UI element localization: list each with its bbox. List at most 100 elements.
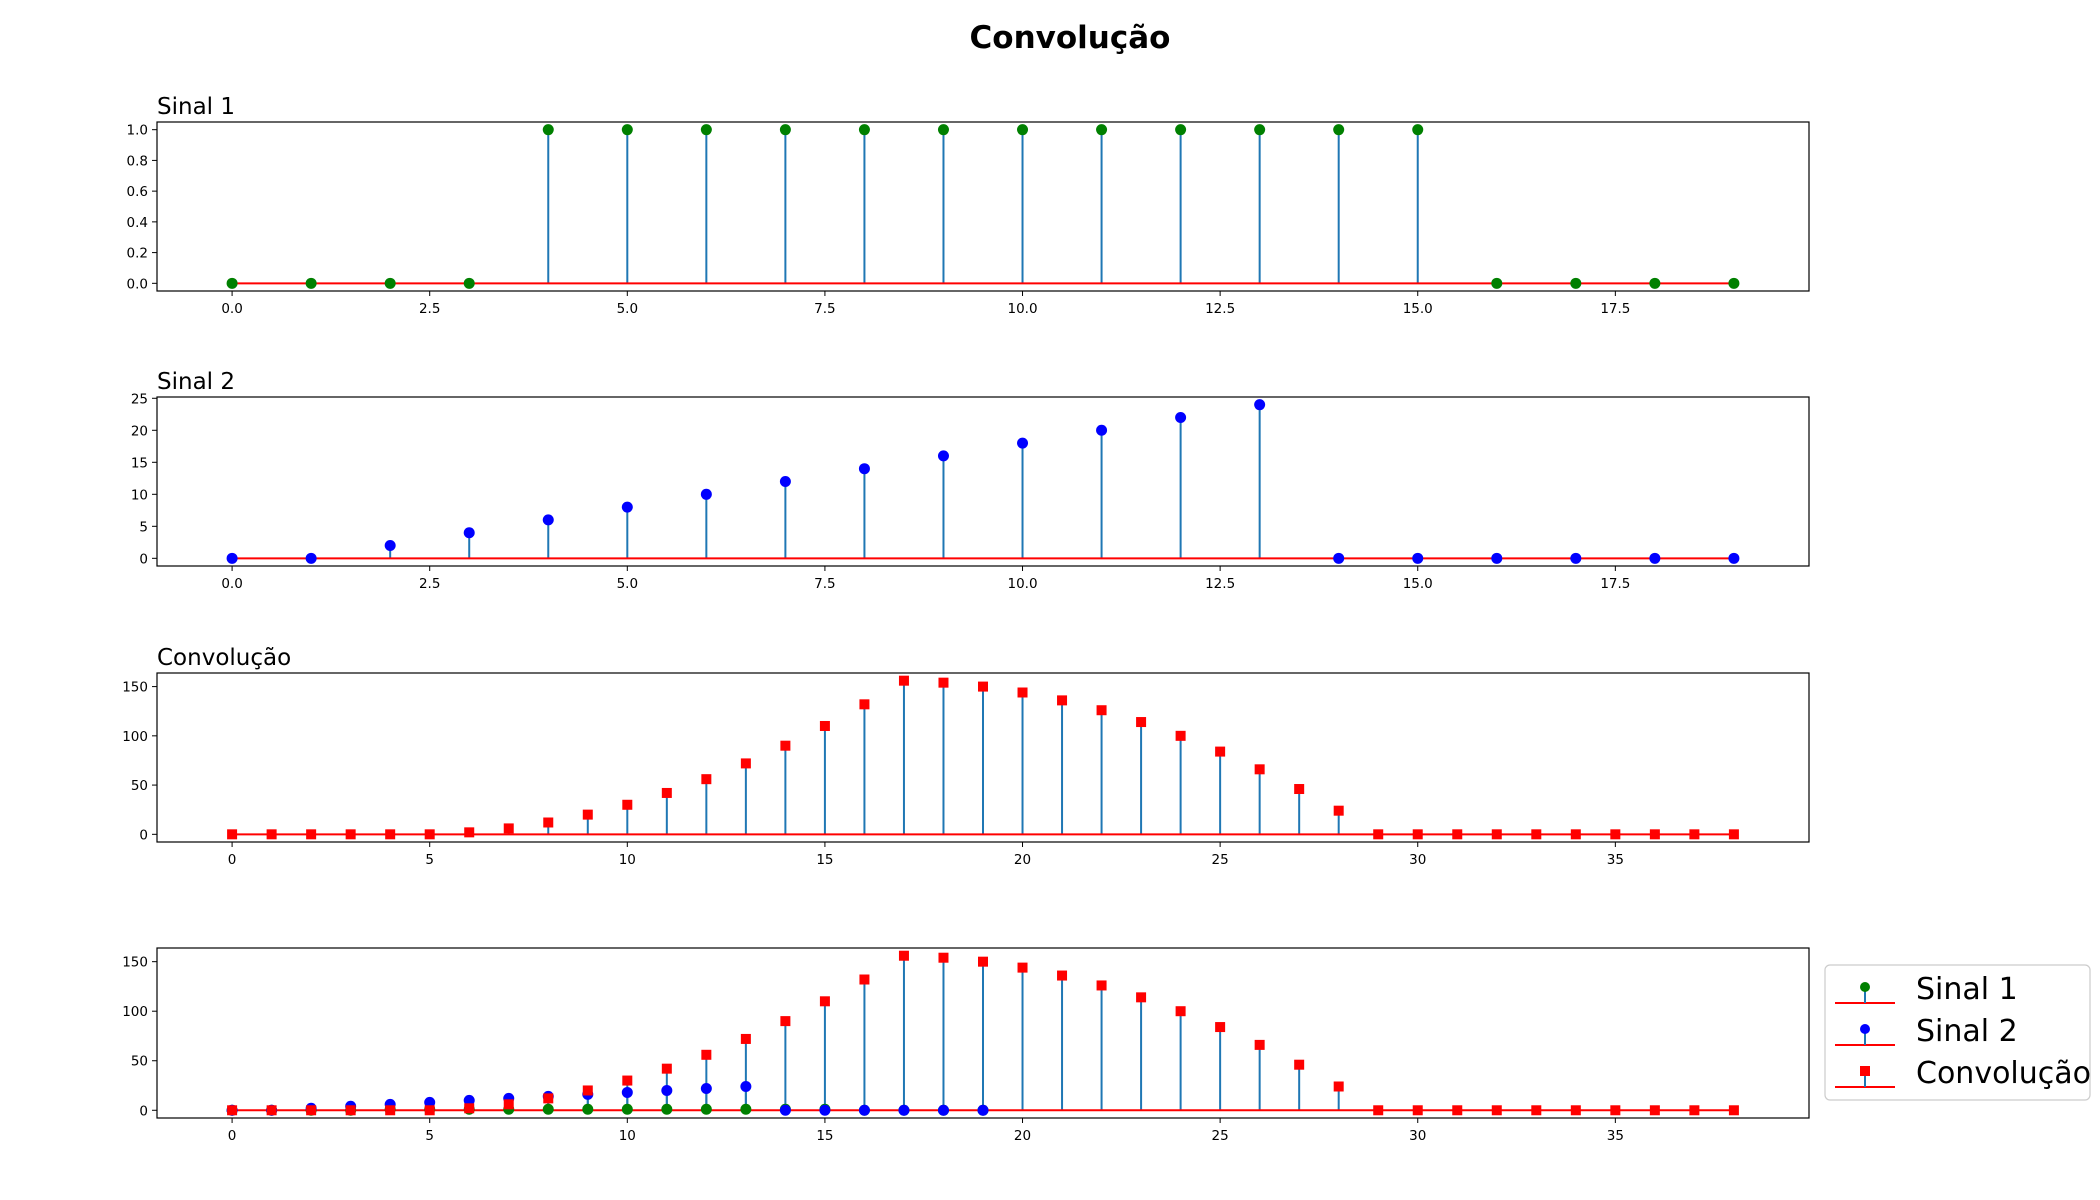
data-point <box>621 1103 633 1115</box>
legend-entry-3: Convolução <box>1835 1056 2091 1091</box>
data-point <box>1333 124 1345 136</box>
data-point <box>977 1104 989 1116</box>
series-2 <box>310 1086 747 1111</box>
data-point <box>266 829 277 840</box>
x-tick-label: 17.5 <box>1600 576 1630 592</box>
data-point <box>819 1104 831 1116</box>
data-point <box>1215 746 1226 757</box>
y-tick-label: 20 <box>131 423 148 439</box>
data-point <box>1175 730 1186 741</box>
x-tick-label: 0 <box>228 852 237 868</box>
data-point <box>937 124 949 136</box>
data-point <box>542 514 554 526</box>
data-point <box>938 677 949 688</box>
data-point <box>661 787 672 798</box>
data-point <box>1412 829 1423 840</box>
data-point <box>858 463 870 475</box>
legend-label: Sinal 2 <box>1916 1014 2018 1049</box>
axes-frame <box>156 672 1810 843</box>
x-tick-label: 7.5 <box>814 301 835 317</box>
x-tick-label: 15 <box>816 1128 833 1144</box>
subplot-4: 0 5 10 15 20 25 30 35 0 50 100 150 <box>122 947 1810 1144</box>
x-tick-label: 5.0 <box>617 301 638 317</box>
data-point <box>385 829 396 840</box>
data-point <box>503 823 514 834</box>
x-tick-label: 25 <box>1212 1128 1229 1144</box>
data-point <box>779 124 791 136</box>
x-tick-label: 0.0 <box>221 301 242 317</box>
data-point <box>621 1086 633 1098</box>
data-point <box>858 124 870 136</box>
data-point <box>740 1080 752 1092</box>
data-point <box>1531 829 1542 840</box>
x-tick-label: 25 <box>1212 852 1229 868</box>
data-point <box>1294 784 1305 795</box>
x-tick-label: 0 <box>228 1128 237 1144</box>
series-1 <box>468 680 1340 835</box>
data-point <box>1570 829 1581 840</box>
legend-entry-1: Sinal 1 <box>1835 972 2018 1007</box>
data-point <box>1412 124 1424 136</box>
data-point <box>859 974 870 985</box>
data-point <box>542 1103 554 1115</box>
legend: Sinal 1 Sinal 2 Convolução <box>1824 964 2091 1101</box>
data-point <box>700 488 712 500</box>
data-point <box>1254 124 1266 136</box>
data-point <box>463 527 475 539</box>
y-tick-label: 0 <box>139 1103 148 1119</box>
axes-frame <box>156 121 1810 292</box>
data-point <box>1570 277 1582 289</box>
x-tick-label: 5 <box>425 1128 434 1144</box>
data-point <box>345 1105 356 1116</box>
y-tick-label: 5 <box>139 519 148 535</box>
data-point <box>1215 1022 1226 1033</box>
data-point <box>1689 829 1700 840</box>
data-point <box>978 956 988 967</box>
data-point <box>1175 1006 1186 1017</box>
x-tick-label: 30 <box>1409 852 1426 868</box>
y-tick-label: 100 <box>122 1004 148 1020</box>
data-point <box>700 1082 712 1094</box>
data-point <box>1017 124 1029 136</box>
x-tick-label: 0.0 <box>221 576 242 592</box>
data-point <box>464 827 475 838</box>
data-point <box>1017 962 1028 973</box>
data-point <box>740 758 751 769</box>
data-point <box>1057 970 1068 981</box>
data-point <box>1491 277 1503 289</box>
x-tick-label: 35 <box>1607 1128 1624 1144</box>
legend-label: Convolução <box>1916 1056 2091 1091</box>
data-point <box>898 950 909 961</box>
data-point <box>424 1096 436 1108</box>
data-point <box>1333 552 1345 564</box>
data-point <box>780 1016 791 1027</box>
data-point <box>1649 277 1661 289</box>
subplot-title: Sinal 1 <box>157 94 235 120</box>
data-point <box>385 1105 396 1116</box>
y-tick-label: 15 <box>131 455 148 471</box>
subplots: Sinal 1 0.0 2.5 5.0 7.5 10.0 12.5 15.0 17.5 0.0 0.… <box>122 94 1810 1144</box>
data-point <box>1728 829 1739 840</box>
data-point <box>1254 399 1266 411</box>
data-point <box>661 1063 672 1074</box>
data-point <box>306 1105 317 1116</box>
data-point <box>740 1033 751 1044</box>
data-point <box>345 829 356 840</box>
axes-frame <box>156 947 1810 1119</box>
data-point <box>1570 1105 1581 1116</box>
data-point <box>227 1105 238 1116</box>
y-tick-label: 0.6 <box>127 184 148 200</box>
data-point <box>503 1099 514 1110</box>
data-point <box>661 1103 673 1115</box>
data-point <box>1017 687 1028 698</box>
data-point <box>661 1084 673 1096</box>
data-point <box>463 1094 475 1106</box>
x-tick-label: 20 <box>1014 852 1031 868</box>
data-point <box>701 774 712 785</box>
data-point <box>1649 829 1660 840</box>
data-point <box>779 476 791 487</box>
series-3 <box>468 955 1340 1111</box>
x-tick-label: 10 <box>619 1128 636 1144</box>
subplot-3: Convolução 0 5 10 15 20 25 30 35 0 50 100 150 <box>122 645 1810 868</box>
